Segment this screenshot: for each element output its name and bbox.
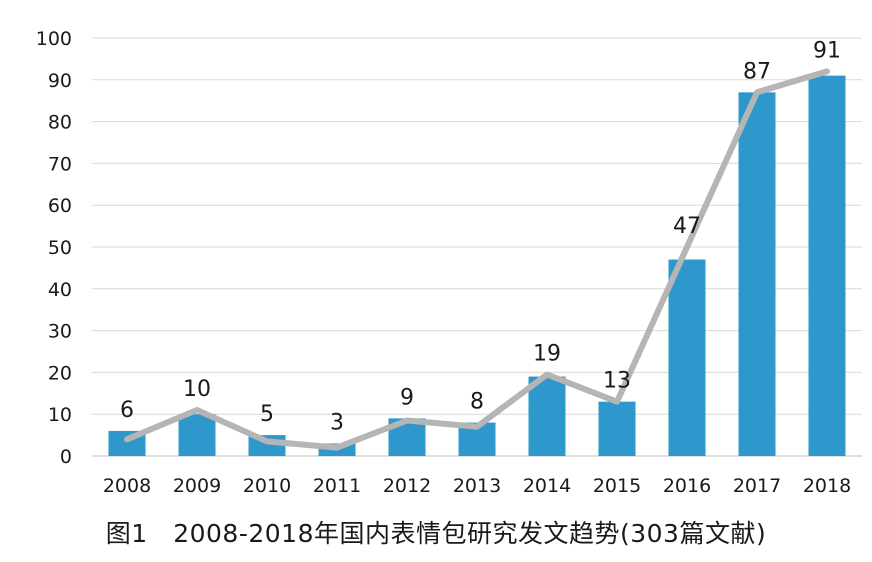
data-label-2012: 9: [400, 385, 414, 410]
trend-line: [124, 68, 830, 451]
bar-line-chart: 0 10 20 30 40 50 60 70 80 90 100 6 10 5 3 9 8 19 13 47 87 91…: [36, 28, 862, 497]
y-tick-label: 90: [48, 70, 72, 92]
x-tick-label: 2011: [313, 475, 361, 497]
x-tick-label: 2010: [243, 475, 291, 497]
x-tick-label: 2015: [593, 475, 641, 497]
bar-2014: [528, 376, 566, 456]
x-tick-label: 2009: [173, 475, 221, 497]
data-label-2013: 8: [470, 390, 484, 415]
bar-2017: [738, 92, 776, 456]
x-tick-label: 2016: [663, 475, 711, 497]
data-labels: 6 10 5 3 9 8 19 13 47 87 91: [120, 38, 841, 435]
y-tick-label: 50: [48, 237, 72, 259]
data-label-2014: 19: [533, 341, 561, 366]
y-tick-label: 0: [60, 446, 72, 468]
bar-2015: [598, 401, 636, 456]
data-label-2018: 91: [813, 38, 841, 63]
bar-2009: [178, 414, 216, 456]
data-label-2009: 10: [183, 377, 211, 402]
bar-2018: [808, 75, 846, 457]
x-tick-label: 2012: [383, 475, 431, 497]
bars: [108, 75, 846, 457]
figure-caption: 图1 2008-2018年国内表情包研究发文趋势(303篇文献): [105, 519, 767, 548]
y-tick-label: 70: [48, 153, 72, 175]
data-label-2016: 47: [673, 214, 701, 239]
x-tick-label: 2008: [103, 475, 151, 497]
data-label-2011: 3: [330, 410, 344, 435]
y-axis-tick-labels: 0 10 20 30 40 50 60 70 80 90 100: [36, 28, 72, 468]
x-tick-label: 2018: [803, 475, 851, 497]
y-tick-label: 80: [48, 112, 72, 134]
gridlines: [92, 37, 862, 457]
data-label-2008: 6: [120, 398, 134, 423]
data-label-2010: 5: [260, 402, 274, 427]
bar-2016: [668, 259, 706, 456]
y-tick-label: 40: [48, 279, 72, 301]
y-tick-label: 10: [48, 404, 72, 426]
data-label-2015: 13: [603, 369, 631, 394]
x-axis-tick-labels: 2008 2009 2010 2011 2012 2013 2014 2015 2016 2017…: [103, 475, 851, 497]
y-tick-label: 60: [48, 195, 72, 217]
y-tick-label: 100: [36, 28, 72, 50]
x-tick-label: 2013: [453, 475, 501, 497]
y-tick-label: 20: [48, 362, 72, 384]
x-tick-label: 2014: [523, 475, 571, 497]
y-tick-label: 30: [48, 321, 72, 343]
data-label-2017: 87: [743, 59, 771, 84]
x-tick-label: 2017: [733, 475, 781, 497]
